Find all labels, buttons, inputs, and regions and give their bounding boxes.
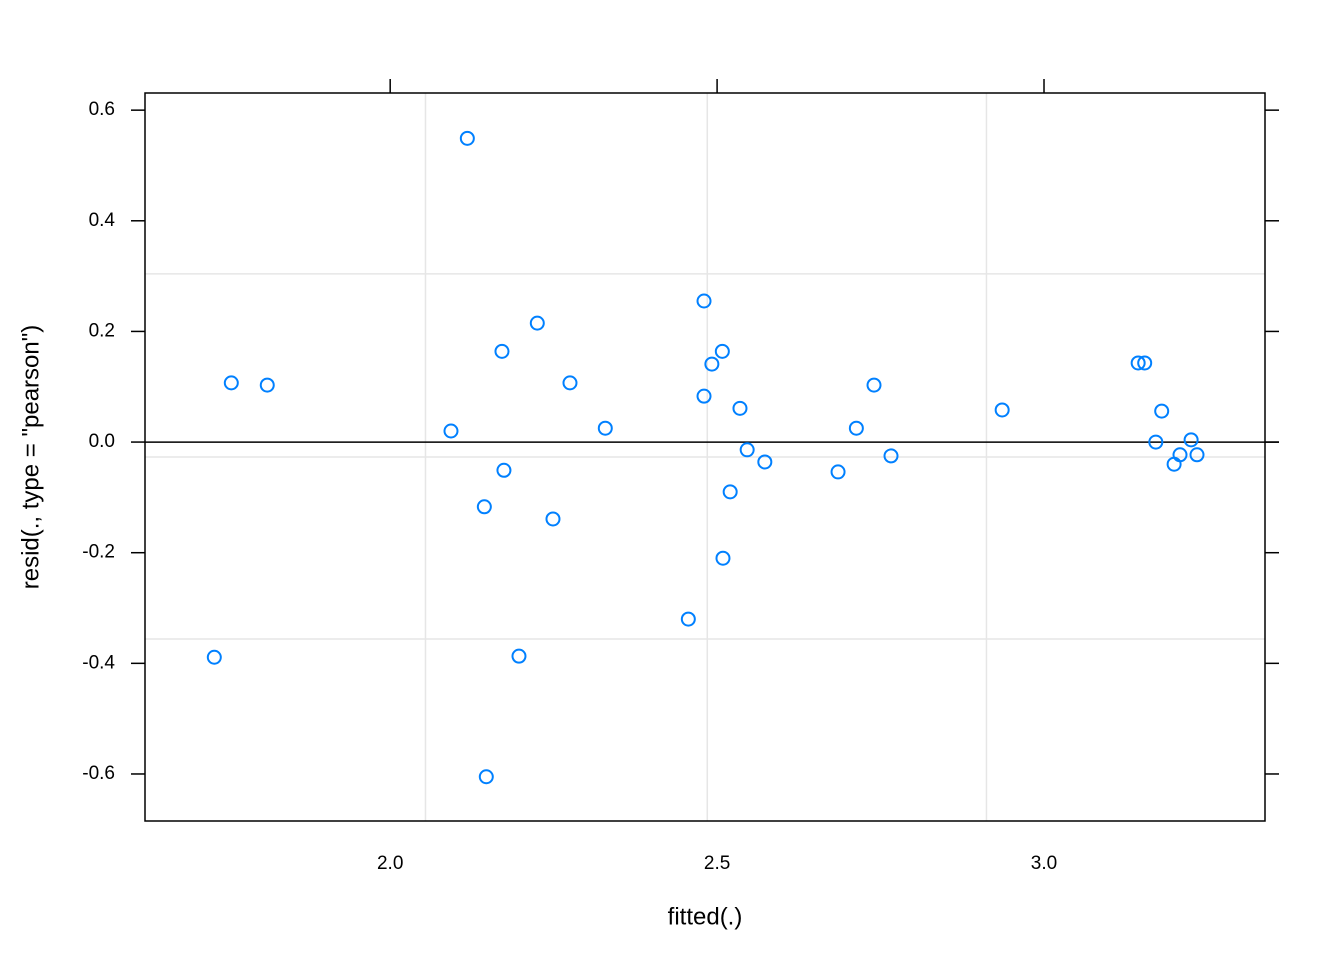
point	[494, 343, 510, 359]
point	[732, 400, 748, 416]
point	[696, 293, 712, 309]
y-tick-label: -0.4	[82, 652, 115, 673]
point	[704, 356, 720, 372]
point	[496, 462, 512, 478]
y-axis-title: resid(., type = "pearson")	[17, 325, 44, 590]
point	[1137, 355, 1153, 371]
point	[696, 388, 712, 404]
y-tick-label: 0.6	[89, 99, 115, 120]
point	[830, 464, 846, 480]
point	[529, 315, 545, 331]
point	[443, 423, 459, 439]
point	[883, 448, 899, 464]
x-tick-label: 3.0	[1031, 853, 1057, 874]
point	[715, 550, 731, 566]
y-tick-label: -0.2	[82, 542, 115, 563]
point	[1166, 456, 1182, 472]
x-tick-label: 2.5	[704, 853, 730, 874]
point	[545, 511, 561, 527]
point	[223, 375, 239, 391]
point	[1154, 403, 1170, 419]
point	[1148, 434, 1164, 450]
point	[848, 420, 864, 436]
y-tick-label: 0.0	[89, 431, 115, 452]
point	[511, 648, 527, 664]
point	[476, 499, 492, 515]
y-tick-label: 0.2	[89, 320, 115, 341]
point	[478, 769, 494, 785]
point	[866, 377, 882, 393]
point	[1172, 447, 1188, 463]
point	[994, 402, 1010, 418]
point	[1189, 447, 1205, 463]
point	[562, 375, 578, 391]
x-tick-label: 2.0	[377, 853, 403, 874]
point	[1130, 355, 1146, 371]
y-tick-label: -0.6	[82, 763, 115, 784]
point	[206, 649, 222, 665]
point	[459, 130, 475, 146]
point	[1183, 432, 1199, 448]
point	[259, 377, 275, 393]
x-axis-title: fitted(.)	[668, 903, 743, 930]
point	[714, 343, 730, 359]
plot-frame	[144, 92, 1266, 822]
point	[680, 611, 696, 627]
y-tick-label: 0.4	[89, 210, 116, 231]
point	[722, 484, 738, 500]
point	[757, 454, 773, 470]
point	[597, 420, 613, 436]
point	[739, 442, 755, 458]
